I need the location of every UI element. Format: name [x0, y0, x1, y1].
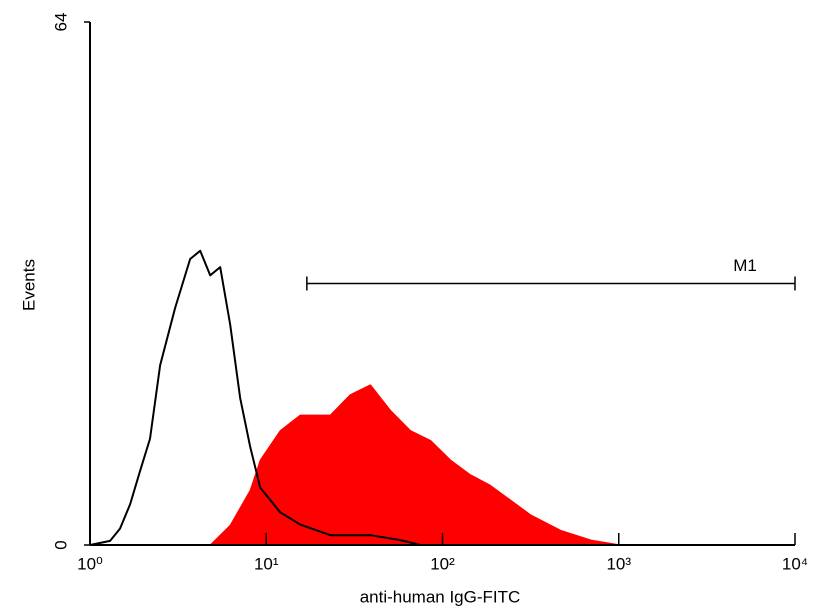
y-tick-label: 0 — [51, 540, 70, 549]
x-tick-label: 10³ — [606, 554, 631, 573]
x-tick-label: 10⁴ — [782, 554, 808, 573]
y-tick-label: 64 — [51, 13, 70, 32]
histogram-line — [89, 249, 421, 546]
marker-label: M1 — [733, 256, 757, 275]
y-axis-label: Events — [19, 259, 38, 311]
x-tick-label: 10¹ — [254, 554, 279, 573]
histogram-area — [209, 384, 622, 546]
x-axis-label: anti-human IgG-FITC — [360, 587, 521, 606]
x-tick-label: 10² — [430, 554, 455, 573]
x-tick-label: 10⁰ — [77, 554, 103, 573]
